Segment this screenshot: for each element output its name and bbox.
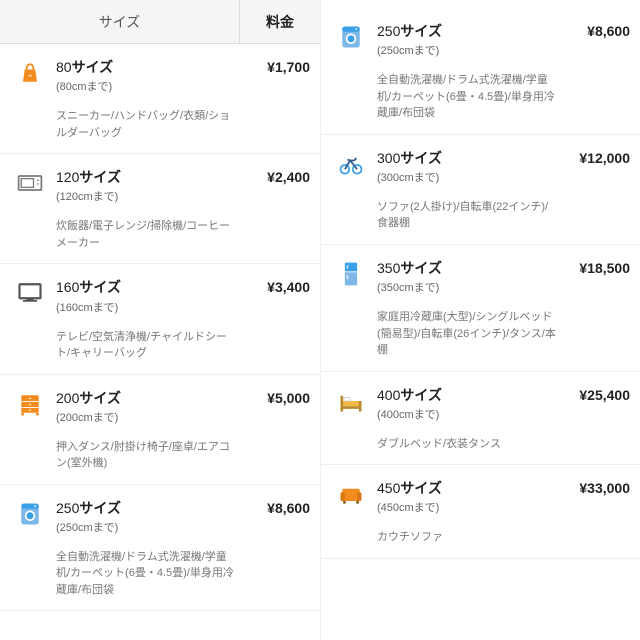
price-value: ¥1,700	[240, 58, 310, 141]
size-examples: ダブルベッド/衣装タンス	[377, 436, 556, 453]
sofa-icon	[331, 479, 371, 546]
row-content: 300サイズ (300cmまで) ソファ(2人掛け)/自転車(22インチ)/食器棚	[371, 149, 560, 232]
row-content: 160サイズ (160cmまで) テレビ/空気清浄機/チャイルドシート/キャリーバッ…	[50, 278, 240, 361]
header-size: サイズ	[0, 0, 240, 44]
row-content: 250サイズ (250cmまで) 全自動洗濯機/ドラム式洗濯機/学童机/カーペット(…	[371, 22, 560, 122]
size-row: 300サイズ (300cmまで) ソファ(2人掛け)/自転車(22インチ)/食器棚¥…	[321, 135, 640, 245]
size-subtitle: (160cmまで)	[56, 299, 236, 315]
size-examples: ソファ(2人掛け)/自転車(22インチ)/食器棚	[377, 199, 556, 232]
size-row: 450サイズ (450cmまで) カウチソファ¥33,000	[321, 465, 640, 559]
size-examples: 家庭用冷蔵庫(大型)/シングルベッド(簡易型)/自転車(26インチ)/タンス/本…	[377, 309, 556, 359]
size-title: 250サイズ	[56, 499, 236, 517]
size-examples: 全自動洗濯機/ドラム式洗濯機/学童机/カーペット(6畳・4.5畳)/単身用冷蔵庫…	[377, 72, 556, 122]
table-header: サイズ 料金	[0, 0, 320, 44]
size-row: 200サイズ (200cmまで) 押入ダンス/肘掛け椅子/座卓/エアコン(室外機)¥…	[0, 375, 320, 485]
microwave-icon	[10, 168, 50, 251]
row-content: 200サイズ (200cmまで) 押入ダンス/肘掛け椅子/座卓/エアコン(室外機)	[50, 389, 240, 472]
size-subtitle: (120cmまで)	[56, 188, 236, 204]
size-subtitle: (350cmまで)	[377, 279, 556, 295]
size-subtitle: (300cmまで)	[377, 169, 556, 185]
size-title: 300サイズ	[377, 149, 556, 167]
row-content: 450サイズ (450cmまで) カウチソファ	[371, 479, 560, 546]
price-value: ¥5,000	[240, 389, 310, 472]
washer-icon	[10, 499, 50, 599]
row-content: 250サイズ (250cmまで) 全自動洗濯機/ドラム式洗濯機/学童机/カーペット(…	[50, 499, 240, 599]
row-content: 120サイズ (120cmまで) 炊飯器/電子レンジ/掃除機/コーヒーメーカー	[50, 168, 240, 251]
price-value: ¥25,400	[560, 386, 630, 453]
tv-icon	[10, 278, 50, 361]
size-row: 400サイズ (400cmまで) ダブルベッド/衣装タンス¥25,400	[321, 372, 640, 466]
price-value: ¥3,400	[240, 278, 310, 361]
size-examples: テレビ/空気清浄機/チャイルドシート/キャリーバッグ	[56, 329, 236, 362]
price-value: ¥12,000	[560, 149, 630, 232]
size-title: 250サイズ	[377, 22, 556, 40]
price-value: ¥8,600	[240, 499, 310, 599]
size-row: 80サイズ (80cmまで) スニーカー/ハンドバッグ/衣類/ショルダーバッグ¥1,…	[0, 44, 320, 154]
washer-icon	[331, 22, 371, 122]
row-content: 400サイズ (400cmまで) ダブルベッド/衣装タンス	[371, 386, 560, 453]
size-examples: 全自動洗濯機/ドラム式洗濯機/学童机/カーペット(6畳・4.5畳)/単身用冷蔵庫…	[56, 549, 236, 599]
bicycle-icon	[331, 149, 371, 232]
size-title: 160サイズ	[56, 278, 236, 296]
size-subtitle: (80cmまで)	[56, 78, 236, 94]
row-content: 350サイズ (350cmまで) 家庭用冷蔵庫(大型)/シングルベッド(簡易型)/自…	[371, 259, 560, 359]
size-row: 160サイズ (160cmまで) テレビ/空気清浄機/チャイルドシート/キャリーバッ…	[0, 264, 320, 374]
price-value: ¥18,500	[560, 259, 630, 359]
size-examples: 押入ダンス/肘掛け椅子/座卓/エアコン(室外機)	[56, 439, 236, 472]
size-subtitle: (400cmまで)	[377, 406, 556, 422]
bed-icon	[331, 386, 371, 453]
size-subtitle: (200cmまで)	[56, 409, 236, 425]
size-title: 120サイズ	[56, 168, 236, 186]
size-subtitle: (450cmまで)	[377, 499, 556, 515]
drawers-icon	[10, 389, 50, 472]
size-title: 350サイズ	[377, 259, 556, 277]
size-examples: 炊飯器/電子レンジ/掃除機/コーヒーメーカー	[56, 218, 236, 251]
handbag-icon	[10, 58, 50, 141]
left-column: サイズ 料金 80サイズ (80cmまで) スニーカー/ハンドバッグ/衣類/ショルダ…	[0, 0, 320, 640]
size-subtitle: (250cmまで)	[56, 519, 236, 535]
price-value: ¥8,600	[560, 22, 630, 122]
size-subtitle: (250cmまで)	[377, 42, 556, 58]
row-content: 80サイズ (80cmまで) スニーカー/ハンドバッグ/衣類/ショルダーバッグ	[50, 58, 240, 141]
size-row: 350サイズ (350cmまで) 家庭用冷蔵庫(大型)/シングルベッド(簡易型)/自…	[321, 245, 640, 372]
fridge-icon	[331, 259, 371, 359]
size-row: 250サイズ (250cmまで) 全自動洗濯機/ドラム式洗濯機/学童机/カーペット(…	[321, 0, 640, 135]
size-examples: スニーカー/ハンドバッグ/衣類/ショルダーバッグ	[56, 108, 236, 141]
size-row: 250サイズ (250cmまで) 全自動洗濯機/ドラム式洗濯機/学童机/カーペット(…	[0, 485, 320, 612]
size-examples: カウチソファ	[377, 529, 556, 546]
right-column: 250サイズ (250cmまで) 全自動洗濯機/ドラム式洗濯機/学童机/カーペット(…	[320, 0, 640, 640]
size-title: 400サイズ	[377, 386, 556, 404]
header-price: 料金	[240, 0, 320, 44]
size-row: 120サイズ (120cmまで) 炊飯器/電子レンジ/掃除機/コーヒーメーカー¥2,…	[0, 154, 320, 264]
size-title: 450サイズ	[377, 479, 556, 497]
price-value: ¥33,000	[560, 479, 630, 546]
price-value: ¥2,400	[240, 168, 310, 251]
size-title: 200サイズ	[56, 389, 236, 407]
size-title: 80サイズ	[56, 58, 236, 76]
